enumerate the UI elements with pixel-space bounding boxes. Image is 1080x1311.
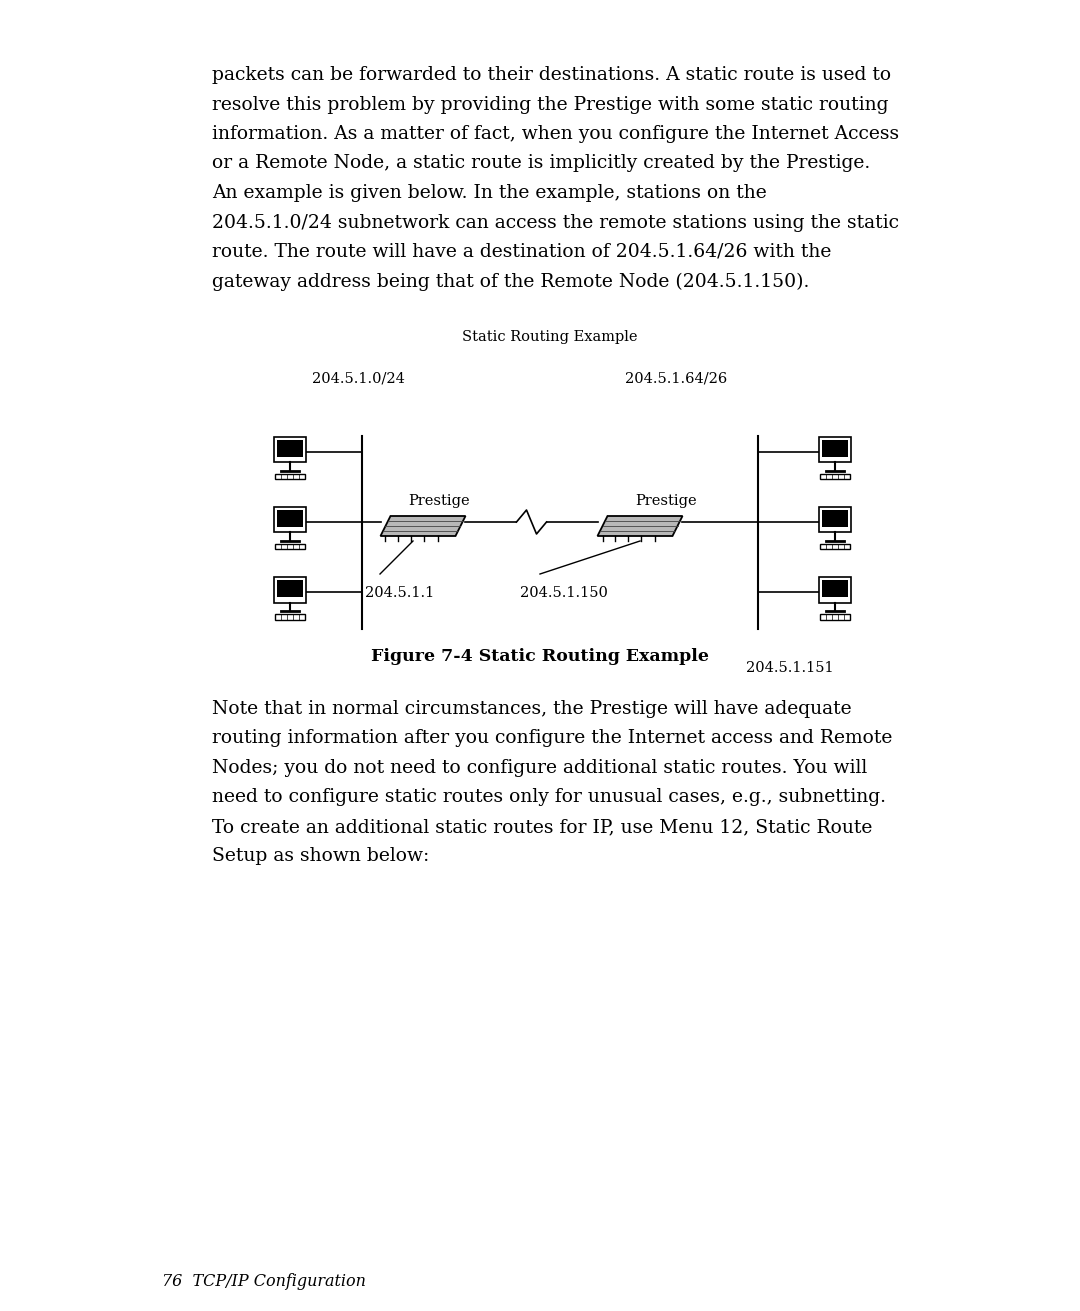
Text: packets can be forwarded to their destinations. A static route is used to: packets can be forwarded to their destin… — [212, 66, 891, 84]
Text: Nodes; you do not need to configure additional static routes. You will: Nodes; you do not need to configure addi… — [212, 759, 867, 777]
Text: routing information after you configure the Internet access and Remote: routing information after you configure … — [212, 729, 892, 747]
Text: Figure 7-4 Static Routing Example: Figure 7-4 Static Routing Example — [372, 648, 708, 665]
Bar — [274, 614, 306, 620]
Polygon shape — [597, 517, 683, 536]
Text: To create an additional static routes for IP, use Menu 12, Static Route: To create an additional static routes fo… — [212, 818, 873, 836]
Bar — [278, 440, 302, 458]
Text: 204.5.1.150: 204.5.1.150 — [519, 586, 608, 600]
Polygon shape — [380, 517, 465, 536]
Text: An example is given below. In the example, stations on the: An example is given below. In the exampl… — [212, 184, 767, 202]
Bar — [278, 510, 302, 527]
Text: 204.5.1.151: 204.5.1.151 — [746, 661, 834, 675]
Text: gateway address being that of the Remote Node (204.5.1.150).: gateway address being that of the Remote… — [212, 273, 809, 291]
Text: Setup as shown below:: Setup as shown below: — [212, 847, 429, 865]
Text: Static Routing Example: Static Routing Example — [462, 330, 638, 343]
Text: 204.5.1.1: 204.5.1.1 — [365, 586, 434, 600]
Bar — [820, 473, 850, 480]
Text: Prestige: Prestige — [408, 494, 470, 507]
Text: 204.5.1.64/26: 204.5.1.64/26 — [625, 372, 727, 385]
Bar — [274, 507, 306, 532]
Bar — [274, 577, 306, 603]
Text: 76  TCP/IP Configuration: 76 TCP/IP Configuration — [162, 1273, 366, 1290]
Text: information. As a matter of fact, when you configure the Internet Access: information. As a matter of fact, when y… — [212, 125, 900, 143]
Bar — [274, 437, 306, 463]
Text: Prestige: Prestige — [635, 494, 697, 507]
Bar — [274, 473, 306, 480]
Text: route. The route will have a destination of 204.5.1.64/26 with the: route. The route will have a destination… — [212, 243, 832, 261]
Text: Note that in normal circumstances, the Prestige will have adequate: Note that in normal circumstances, the P… — [212, 700, 852, 718]
Text: 204.5.1.0/24: 204.5.1.0/24 — [312, 372, 405, 385]
Text: resolve this problem by providing the Prestige with some static routing: resolve this problem by providing the Pr… — [212, 96, 889, 114]
Text: or a Remote Node, a static route is implicitly created by the Prestige.: or a Remote Node, a static route is impl… — [212, 155, 870, 173]
Bar — [819, 507, 851, 532]
Bar — [820, 544, 850, 549]
Bar — [819, 437, 851, 463]
Bar — [278, 581, 302, 598]
Bar — [820, 614, 850, 620]
Bar — [274, 544, 306, 549]
Text: 204.5.1.0/24 subnetwork can access the remote stations using the static: 204.5.1.0/24 subnetwork can access the r… — [212, 214, 899, 232]
Text: need to configure static routes only for unusual cases, e.g., subnetting.: need to configure static routes only for… — [212, 788, 886, 806]
Bar — [819, 577, 851, 603]
Bar — [822, 581, 848, 598]
Bar — [822, 510, 848, 527]
Bar — [822, 440, 848, 458]
